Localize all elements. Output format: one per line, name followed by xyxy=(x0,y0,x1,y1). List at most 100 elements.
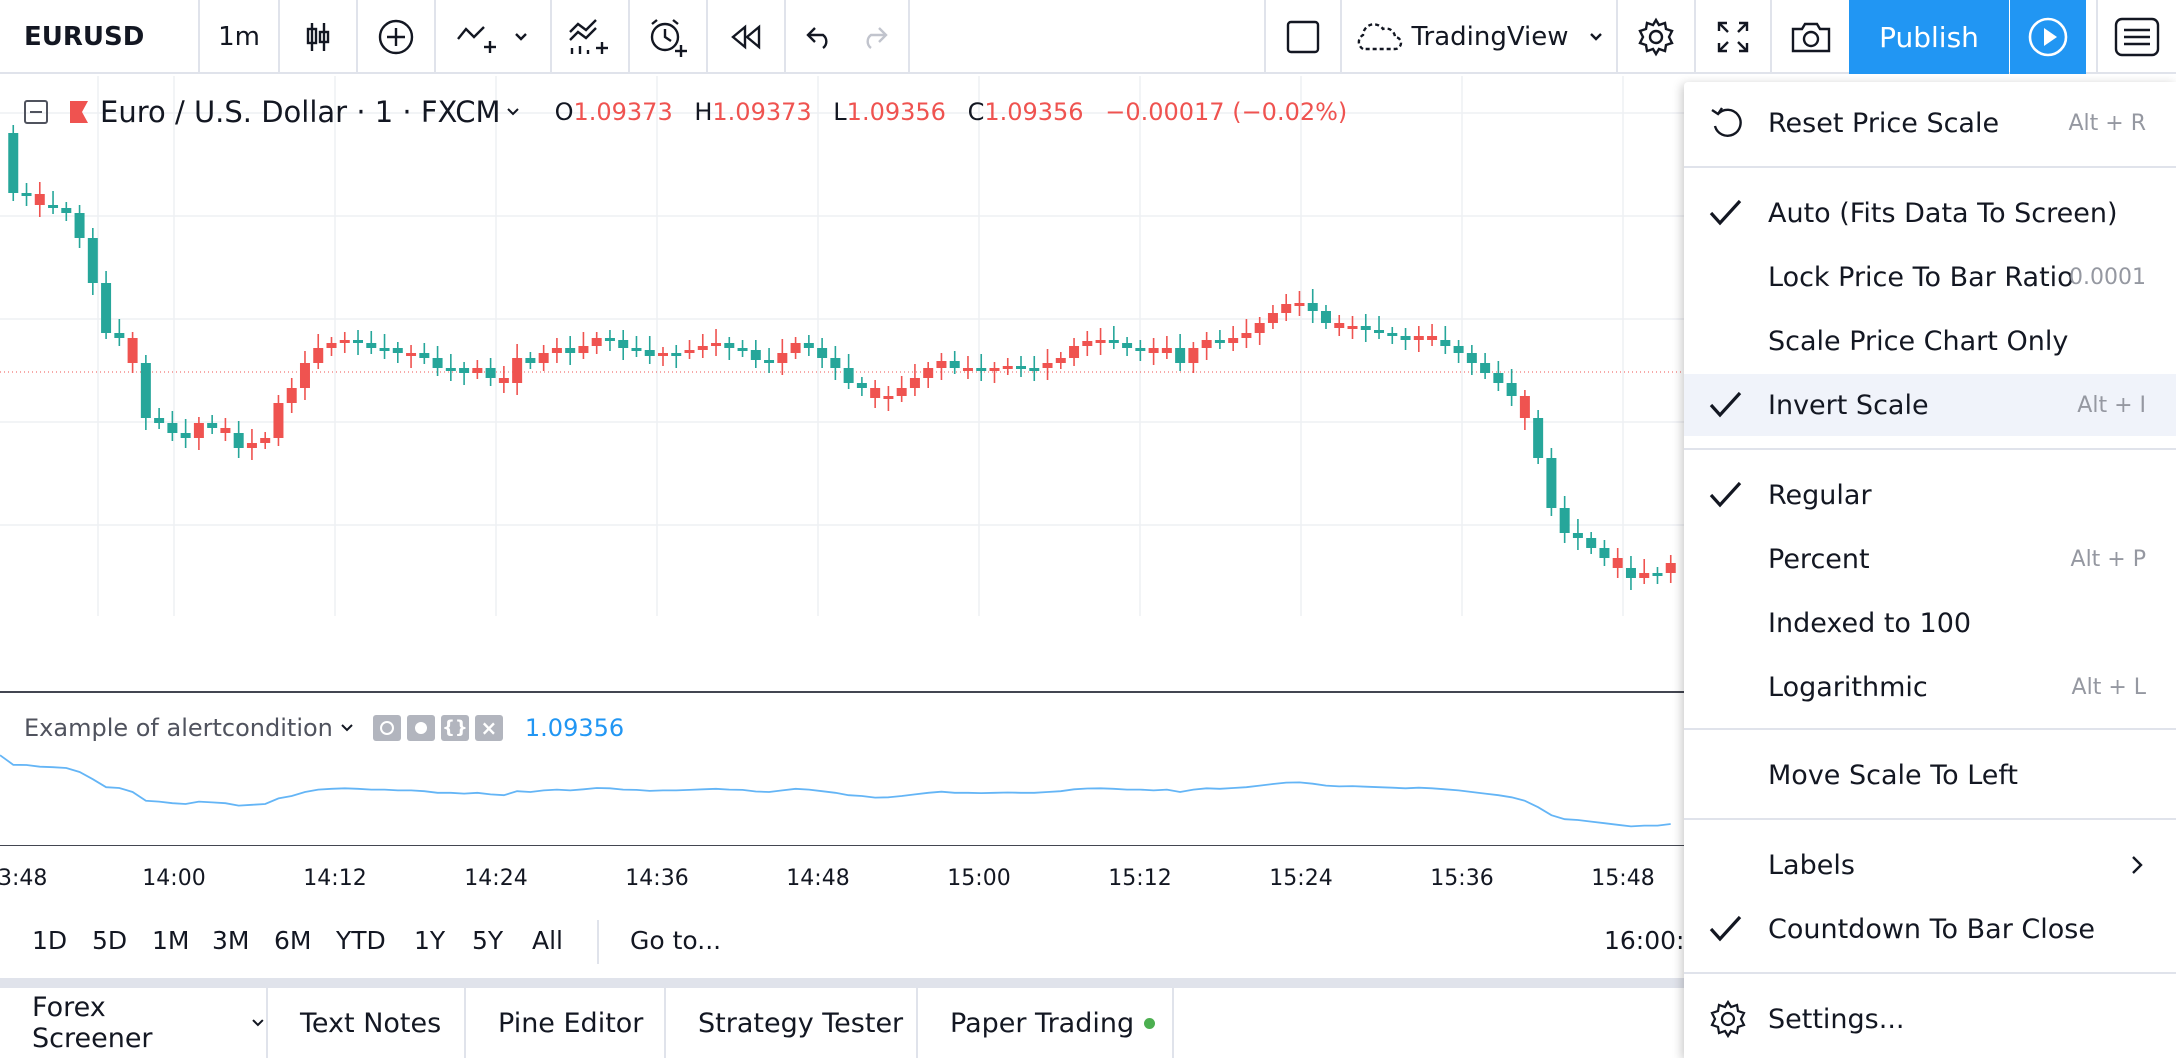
candle-body xyxy=(1493,373,1504,383)
candle-body xyxy=(1440,340,1451,346)
candle-body xyxy=(936,361,947,368)
menu-shortcut: Alt + L xyxy=(2071,674,2146,700)
range-button-5d[interactable]: 5D xyxy=(92,926,128,955)
menu-scale-price-chart-only[interactable]: Scale Price Chart Only xyxy=(1684,310,2176,372)
redo-icon[interactable] xyxy=(859,24,889,50)
candle-body xyxy=(1320,311,1331,323)
settings-button[interactable] xyxy=(1618,0,1696,74)
menu-invert-scale[interactable]: Invert Scale Alt + I xyxy=(1684,374,2176,436)
tab-pine-editor[interactable]: Pine Editor xyxy=(466,988,666,1058)
chart-type-button[interactable] xyxy=(280,0,358,74)
goto-button[interactable]: Go to... xyxy=(630,926,722,955)
candle-body xyxy=(459,368,470,373)
candle-body xyxy=(618,340,629,348)
candle-body xyxy=(114,333,125,338)
plus-circle-icon xyxy=(378,19,414,55)
menu-lock-price-ratio[interactable]: Lock Price To Bar Ratio 0.0001 xyxy=(1684,246,2176,308)
menu-indexed-to-100[interactable]: Indexed to 100 xyxy=(1684,592,2176,654)
collapse-button[interactable] xyxy=(24,100,48,124)
candle-body xyxy=(604,338,615,341)
menu-move-scale-left[interactable]: Move Scale To Left xyxy=(1684,744,2176,806)
range-button-1m[interactable]: 1M xyxy=(152,926,190,955)
symbol-legend: Euro / U.S. Dollar · 1 · FXCM O1.09373 H… xyxy=(0,86,1347,138)
indicator-name[interactable]: Example of alertcondition xyxy=(24,714,333,742)
range-button-ytd[interactable]: YTD xyxy=(336,926,386,955)
candle-body xyxy=(246,443,257,448)
menu-reset-price-scale[interactable]: Reset Price Scale Alt + R xyxy=(1684,92,2176,154)
candle-body xyxy=(406,353,417,356)
range-button-1d[interactable]: 1D xyxy=(32,926,68,955)
undo-icon[interactable] xyxy=(805,24,835,50)
candle-body xyxy=(1586,538,1597,548)
indicators-button[interactable] xyxy=(436,0,552,74)
chart-pane[interactable] xyxy=(0,76,1684,847)
templates-button[interactable] xyxy=(552,0,630,74)
range-button-all[interactable]: All xyxy=(532,926,563,955)
candle-body xyxy=(260,438,271,443)
layout-button[interactable] xyxy=(1264,0,1342,74)
time-axis-label: 16:00: xyxy=(1604,926,1685,955)
candle-body xyxy=(1559,508,1570,533)
replay-button[interactable] xyxy=(708,0,786,74)
menu-auto-fit[interactable]: Auto (Fits Data To Screen) xyxy=(1684,182,2176,244)
chevron-down-icon xyxy=(252,1019,264,1027)
candle-body xyxy=(870,388,881,398)
candle-body xyxy=(1347,326,1358,329)
menu-labels[interactable]: Labels xyxy=(1684,834,2176,896)
candle-body xyxy=(140,363,151,418)
menu-regular[interactable]: Regular xyxy=(1684,464,2176,526)
fullscreen-button[interactable] xyxy=(1696,0,1772,74)
interval-button[interactable]: 1m xyxy=(200,0,280,74)
publish-button[interactable]: Publish xyxy=(1849,0,2009,74)
source-code-icon[interactable]: {} xyxy=(440,715,469,741)
menu-logarithmic[interactable]: Logarithmic Alt + L xyxy=(1684,656,2176,718)
menu-shortcut: Alt + R xyxy=(2068,110,2147,136)
ratio-value[interactable]: 0.0001 xyxy=(2069,264,2146,290)
candle-body xyxy=(1625,568,1636,578)
checkmark-icon xyxy=(1709,199,1742,226)
checkmark-icon xyxy=(1709,915,1742,942)
candle-body xyxy=(565,348,576,353)
candle-body xyxy=(790,343,801,353)
add-indicator-button[interactable] xyxy=(358,0,436,74)
range-button-5y[interactable]: 5Y xyxy=(472,926,504,955)
gear-icon[interactable] xyxy=(406,715,435,741)
tab-paper-trading[interactable]: Paper Trading xyxy=(918,988,1174,1058)
tab-forex-screener[interactable]: Forex Screener xyxy=(0,988,268,1058)
chevron-down-icon[interactable] xyxy=(505,104,521,120)
alert-button[interactable] xyxy=(630,0,708,74)
save-layout-button[interactable]: TradingView xyxy=(1342,0,1618,74)
watchlist-button[interactable] xyxy=(2096,0,2176,74)
symbol-search[interactable]: EURUSD xyxy=(0,0,200,74)
eye-icon[interactable] xyxy=(372,715,401,741)
candle-body xyxy=(1665,563,1676,573)
candle-body xyxy=(1572,533,1583,538)
tab-strategy-tester[interactable]: Strategy Tester xyxy=(666,988,918,1058)
snapshot-button[interactable] xyxy=(1772,0,1849,74)
play-circle-icon xyxy=(2028,17,2068,57)
candle-body xyxy=(379,348,390,351)
publish-menu-button[interactable] xyxy=(2010,0,2086,74)
price-chart[interactable] xyxy=(0,76,1684,847)
candle-body xyxy=(61,208,72,213)
menu-label: Regular xyxy=(1768,479,1872,511)
chevron-down-icon[interactable] xyxy=(339,720,355,736)
candle-body xyxy=(432,358,443,368)
menu-settings[interactable]: Settings... xyxy=(1684,988,2176,1050)
open-value: 1.09373 xyxy=(573,98,673,126)
range-button-6m[interactable]: 6M xyxy=(274,926,312,955)
menu-percent[interactable]: Percent Alt + P xyxy=(1684,528,2176,590)
candle-body xyxy=(803,343,814,348)
close-icon[interactable]: × xyxy=(474,715,503,741)
candle-body xyxy=(8,133,19,193)
candle-body xyxy=(498,378,509,383)
range-button-3m[interactable]: 3M xyxy=(212,926,250,955)
menu-countdown[interactable]: Countdown To Bar Close xyxy=(1684,898,2176,960)
tab-text-notes[interactable]: Text Notes xyxy=(268,988,466,1058)
candle-body xyxy=(711,343,722,346)
list-icon xyxy=(2114,17,2160,57)
candle-body xyxy=(1652,573,1663,576)
candle-body xyxy=(1267,313,1278,323)
range-button-1y[interactable]: 1Y xyxy=(414,926,446,955)
symbol-name[interactable]: Euro / U.S. Dollar · 1 · FXCM xyxy=(100,95,501,129)
